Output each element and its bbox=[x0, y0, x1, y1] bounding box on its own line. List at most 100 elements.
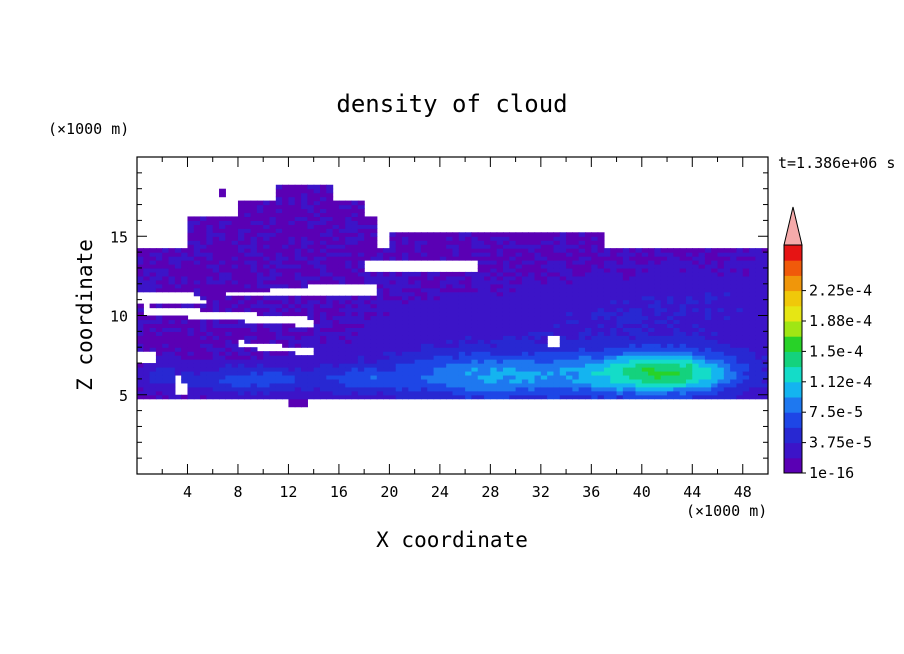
field-cell bbox=[364, 355, 372, 360]
field-cell bbox=[465, 283, 473, 289]
field-cell bbox=[534, 311, 542, 317]
field-cell bbox=[547, 303, 555, 309]
field-cell bbox=[749, 382, 756, 388]
field-cell bbox=[414, 319, 422, 325]
y-tick-label: 5 bbox=[119, 387, 128, 405]
field-cell bbox=[458, 283, 466, 289]
field-cell bbox=[338, 394, 346, 400]
field-cell bbox=[452, 295, 460, 301]
field-cell bbox=[711, 307, 719, 313]
x-tick-label: 40 bbox=[633, 483, 651, 501]
field-cell bbox=[181, 343, 189, 348]
field-cell bbox=[351, 382, 359, 388]
field-cell bbox=[250, 382, 258, 388]
field-cell bbox=[439, 311, 447, 317]
field-cell bbox=[603, 263, 611, 269]
field-cell bbox=[660, 319, 668, 325]
field-cell bbox=[723, 311, 731, 317]
field-cell bbox=[742, 283, 750, 289]
field-cell bbox=[212, 319, 220, 325]
field-cell bbox=[408, 283, 416, 289]
field-cell bbox=[237, 303, 245, 309]
field-cell bbox=[294, 355, 302, 360]
field-cell bbox=[439, 327, 447, 332]
field-cell bbox=[692, 359, 700, 364]
field-cell bbox=[420, 311, 428, 317]
field-cell bbox=[572, 291, 580, 297]
field-cell bbox=[137, 271, 144, 277]
field-cell bbox=[648, 260, 656, 265]
field-cell bbox=[137, 323, 144, 328]
field-cell bbox=[395, 370, 403, 376]
field-cell bbox=[547, 236, 555, 241]
field-cell bbox=[692, 370, 700, 376]
field-cell bbox=[200, 291, 208, 297]
field-cell bbox=[509, 252, 517, 257]
field-cell bbox=[269, 386, 277, 392]
field-cell bbox=[395, 271, 403, 277]
field-cell bbox=[256, 260, 264, 265]
field-cell bbox=[187, 275, 195, 281]
field-cell bbox=[534, 390, 542, 396]
field-cell bbox=[345, 355, 353, 360]
field-cell bbox=[610, 260, 618, 265]
field-cell bbox=[370, 347, 378, 352]
field-cell bbox=[742, 291, 750, 297]
field-cell bbox=[155, 260, 163, 265]
field-cell bbox=[521, 263, 529, 269]
field-cell bbox=[761, 291, 768, 297]
field-cell bbox=[742, 394, 750, 400]
field-cell bbox=[458, 394, 466, 400]
field-cell bbox=[301, 220, 308, 225]
field-cell bbox=[585, 327, 592, 332]
field-cell bbox=[509, 299, 517, 305]
field-cell bbox=[641, 327, 649, 332]
field-cell bbox=[408, 331, 416, 336]
field-cell bbox=[162, 303, 170, 309]
field-cell bbox=[414, 240, 422, 245]
field-cell bbox=[269, 279, 277, 285]
field-cell bbox=[162, 331, 170, 336]
field-cell bbox=[395, 335, 403, 340]
field-cell bbox=[206, 386, 214, 392]
field-cell bbox=[572, 367, 580, 372]
field-cell bbox=[610, 382, 618, 388]
field-cell bbox=[521, 260, 529, 265]
field-cell bbox=[755, 351, 763, 356]
field-cell bbox=[319, 244, 327, 249]
field-cell bbox=[761, 363, 768, 368]
field-cell bbox=[717, 331, 725, 336]
field-cell bbox=[364, 370, 372, 376]
field-cell bbox=[521, 339, 529, 344]
field-cell bbox=[559, 370, 567, 376]
field-cell bbox=[237, 208, 245, 214]
field-cell bbox=[540, 390, 548, 396]
field-cell bbox=[502, 240, 510, 245]
field-cell bbox=[496, 307, 504, 313]
field-cell bbox=[603, 287, 611, 293]
field-cell bbox=[282, 355, 290, 360]
field-cell bbox=[471, 339, 479, 344]
field-cell bbox=[193, 335, 201, 340]
field-cell bbox=[181, 378, 189, 384]
field-cell bbox=[597, 370, 605, 376]
field-cell bbox=[616, 378, 624, 384]
field-cell bbox=[515, 382, 523, 388]
field-cell bbox=[237, 212, 245, 218]
field-cell bbox=[288, 303, 296, 309]
field-cell bbox=[155, 343, 163, 348]
field-cell bbox=[667, 291, 674, 297]
field-cell bbox=[698, 252, 706, 257]
field-cell bbox=[256, 307, 264, 313]
field-cell bbox=[143, 386, 151, 392]
field-cell bbox=[723, 370, 731, 376]
field-cell bbox=[660, 355, 668, 360]
field-cell bbox=[420, 244, 428, 249]
field-cell bbox=[641, 287, 649, 293]
field-cell bbox=[597, 386, 605, 392]
field-cell bbox=[458, 382, 466, 388]
field-cell bbox=[250, 220, 258, 225]
field-cell bbox=[326, 196, 334, 202]
field-cell bbox=[540, 343, 548, 348]
field-cell bbox=[168, 256, 176, 261]
